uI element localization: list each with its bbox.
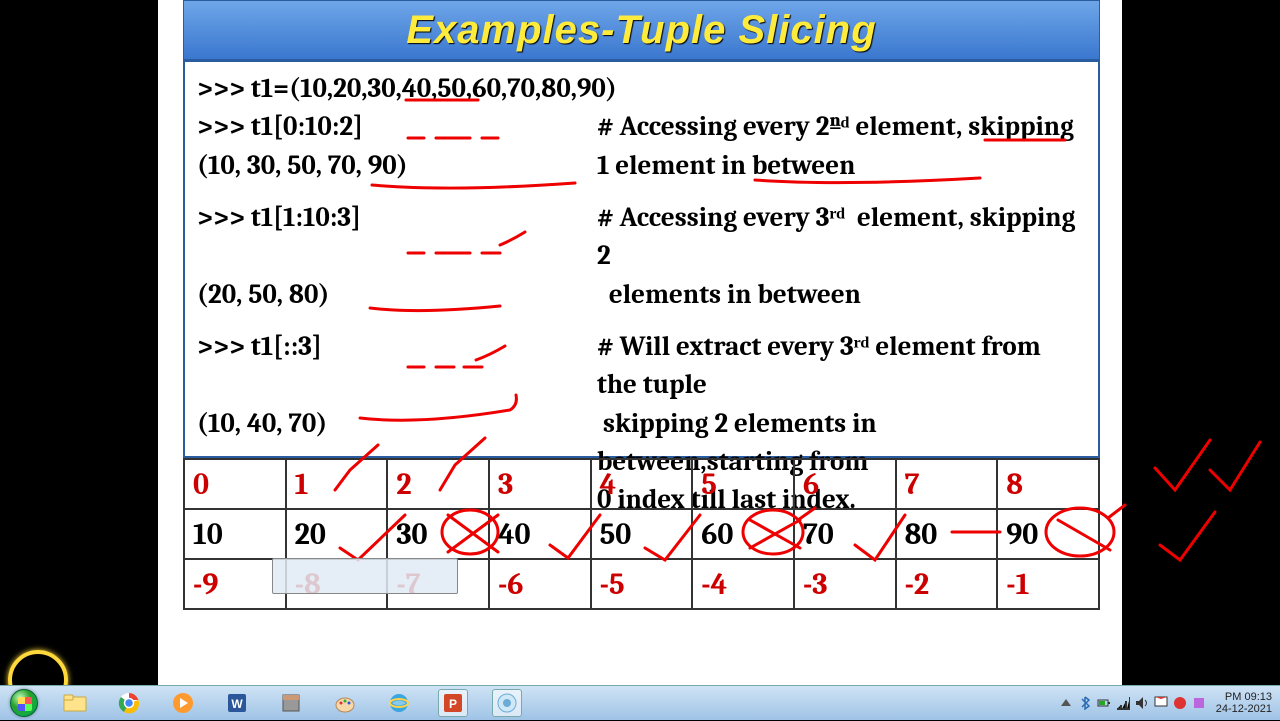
comment-line: # Accessing every 2ⁿᵈ element, skipping: [597, 108, 1086, 146]
table-cell: 4: [591, 459, 693, 509]
windows-orb-icon: [10, 689, 38, 717]
table-cell: -9: [184, 559, 286, 609]
comment-line: # Accessing every 3ʳᵈ element, skipping …: [597, 199, 1086, 276]
clock-date: 24-12-2021: [1216, 703, 1272, 715]
explorer-icon[interactable]: [60, 689, 90, 717]
powerpoint-icon[interactable]: P: [438, 689, 468, 717]
slide-title: Examples-Tuple Slicing: [406, 8, 876, 53]
table-cell: 70: [794, 509, 896, 559]
bluetooth-icon[interactable]: [1078, 696, 1092, 710]
table-cell: -1: [997, 559, 1099, 609]
table-cell: 30: [387, 509, 489, 559]
comment-line: 1 element in between: [597, 147, 1086, 185]
table-cell: -5: [591, 559, 693, 609]
table-cell: -6: [489, 559, 591, 609]
code-line: (20, 50, 80): [197, 276, 597, 314]
table-cell: 0: [184, 459, 286, 509]
slide-body: >>> t1=(10,20,30,40,50,60,70,80,90) >>> …: [183, 60, 1100, 458]
table-cell: 7: [896, 459, 998, 509]
table-cell: 20: [286, 509, 388, 559]
table-cell: 8: [997, 459, 1099, 509]
taskbar-tooltip: [272, 558, 458, 594]
taskbar-clock[interactable]: PM 09:13 24-12-2021: [1212, 691, 1276, 715]
taskbar-pinned-apps: W P: [60, 689, 522, 717]
table-cell: 3: [489, 459, 591, 509]
chrome-icon[interactable]: [114, 689, 144, 717]
word-icon[interactable]: W: [222, 689, 252, 717]
media-player-icon[interactable]: [168, 689, 198, 717]
desktop: Examples-Tuple Slicing >>> t1=(10,20,30,…: [0, 0, 1280, 720]
tray-icons: [1059, 696, 1206, 710]
svg-text:W: W: [231, 697, 243, 711]
table-cell: 5: [692, 459, 794, 509]
code-line: (10, 30, 50, 70, 90): [197, 147, 597, 185]
power-icon[interactable]: [1097, 696, 1111, 710]
svg-text:P: P: [449, 697, 457, 711]
table-cell: 1: [286, 459, 388, 509]
table-cell: 10: [184, 509, 286, 559]
comment-line: elements in between: [597, 276, 1086, 314]
volume-icon[interactable]: [1135, 696, 1149, 710]
table-cell: -3: [794, 559, 896, 609]
tray-app-icon[interactable]: [1173, 696, 1187, 710]
app-icon[interactable]: [276, 689, 306, 717]
code-line: >>> t1[0:10:2]: [197, 108, 597, 146]
table-cell: 90: [997, 509, 1099, 559]
slide-title-bar: Examples-Tuple Slicing: [183, 0, 1100, 60]
code-line: >>> t1[::3]: [197, 328, 597, 405]
start-button[interactable]: [0, 686, 48, 721]
table-cell: 40: [489, 509, 591, 559]
table-cell: 50: [591, 509, 693, 559]
clock-time: PM 09:13: [1225, 691, 1272, 703]
table-cell: 2: [387, 459, 489, 509]
action-center-icon[interactable]: [1154, 696, 1168, 710]
table-cell: 60: [692, 509, 794, 559]
table-row-pos: 0 1 2 3 4 5 6 7 8: [184, 459, 1099, 509]
paint-icon[interactable]: [330, 689, 360, 717]
tray-up-icon[interactable]: [1059, 696, 1073, 710]
system-tray[interactable]: PM 09:13 24-12-2021: [1059, 691, 1280, 715]
recorder-icon[interactable]: [492, 689, 522, 717]
table-cell: 80: [896, 509, 998, 559]
taskbar[interactable]: W P PM 09:13 24-12-2021: [0, 685, 1280, 720]
table-cell: -2: [896, 559, 998, 609]
code-line: >>> t1[1:10:3]: [197, 199, 597, 276]
code-line: >>> t1=(10,20,30,40,50,60,70,80,90): [197, 70, 597, 108]
table-cell: -4: [692, 559, 794, 609]
comment-line: # Will extract every 3ʳᵈ element from th…: [597, 328, 1086, 405]
table-row-values: 10 20 30 40 50 60 70 80 90: [184, 509, 1099, 559]
network-icon[interactable]: [1116, 696, 1130, 710]
tray-app2-icon[interactable]: [1192, 696, 1206, 710]
ie-icon[interactable]: [384, 689, 414, 717]
table-cell: 6: [794, 459, 896, 509]
